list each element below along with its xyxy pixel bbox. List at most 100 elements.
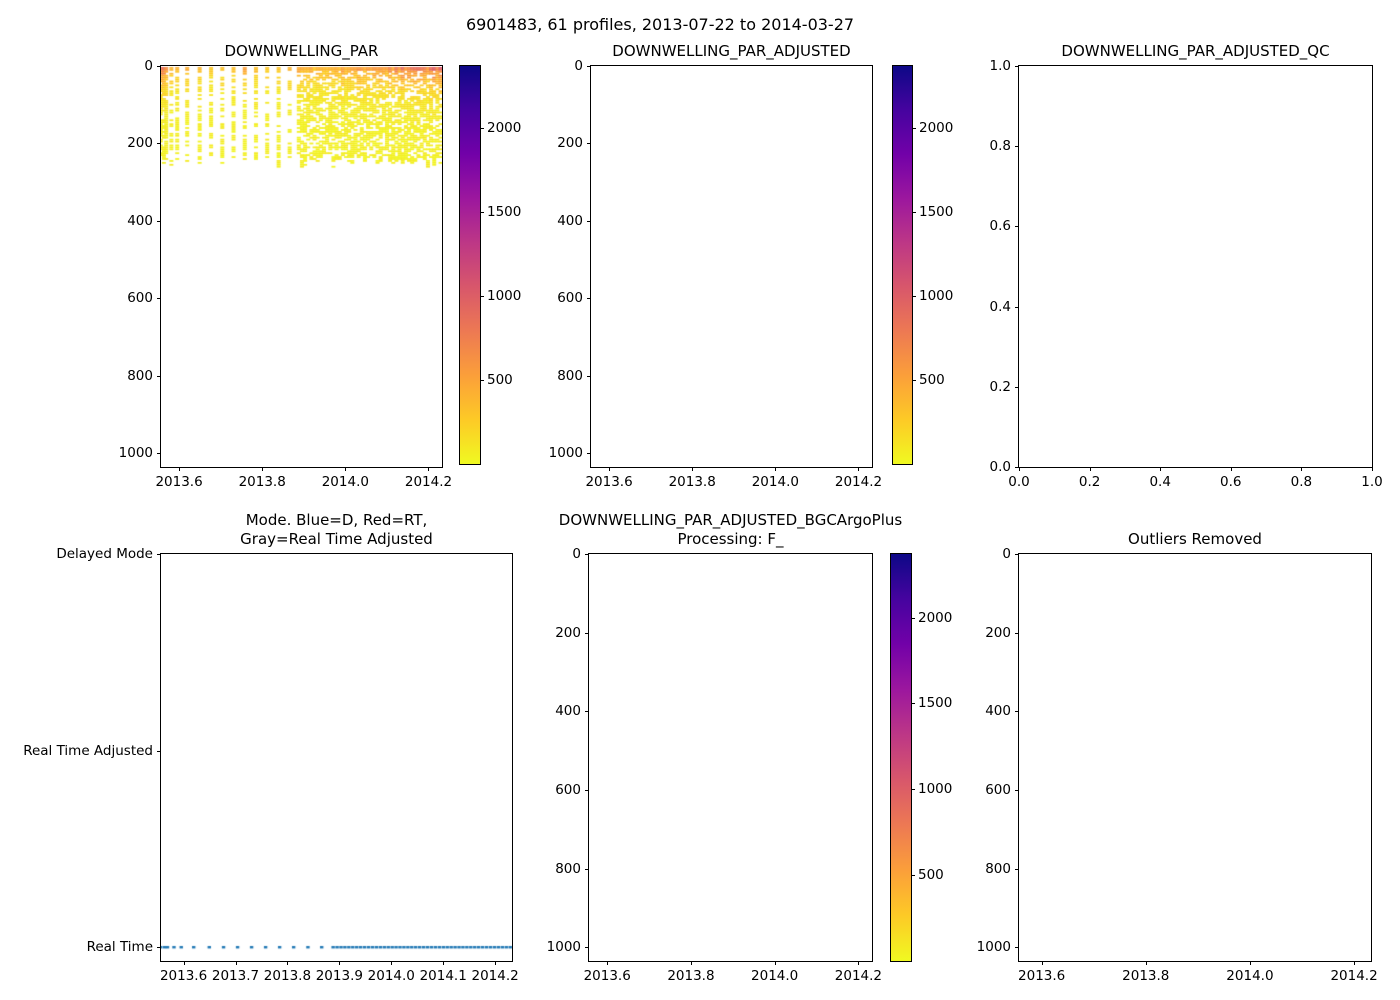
y-tick-label: 800 (985, 860, 1011, 877)
colorbar-tick-label: 1500 (918, 695, 953, 712)
colorbar-bgc-argo-plus-processing: 2000 1500 1000 500 (890, 553, 952, 962)
y-tick-label: 800 (557, 367, 583, 384)
colorbar-downwelling-par-adjusted: 2000 1500 1000 500 (892, 65, 953, 465)
subplot-title-outliers-removed: Outliers Removed (1128, 529, 1262, 548)
y-tick-label: 1000 (548, 445, 583, 462)
y-tick-label: 0.4 (989, 298, 1011, 315)
x-tick-mark (1354, 961, 1356, 965)
x-tick-label: 2014.0 (751, 968, 799, 984)
colorbar-tick-mark (911, 789, 915, 791)
colorbar-tick-label: 1500 (919, 204, 954, 221)
y-tick-label: 0.6 (989, 218, 1011, 235)
x-tick-label: 2014.1 (419, 968, 467, 984)
x-tick-mark (428, 467, 430, 471)
y-tick-mark (157, 66, 161, 67)
colorbar-gradient (891, 554, 911, 961)
y-tick-label: 1000 (118, 445, 153, 462)
x-tick-label: 2013.8 (238, 474, 286, 490)
subplot-outliers-removed: Outliers Removed 2013.6 2013.8 2014.0 2014.… (977, 530, 1378, 984)
x-tick-mark (858, 467, 860, 471)
colorbar-tick-label: 1000 (918, 781, 953, 798)
colorbar-tick-mark (480, 380, 484, 382)
y-tick-mark (1015, 467, 1019, 468)
colorbar-downwelling-par: 2000 1500 1000 500 (459, 65, 521, 465)
colorbar-tick-label: 2000 (919, 120, 954, 137)
y-tick-label: 600 (127, 290, 153, 307)
y-tick-label: 0 (144, 58, 153, 74)
y-tick-mark (587, 453, 591, 455)
x-tick-label: 2014.2 (404, 474, 453, 490)
y-tick-label: 0 (574, 58, 583, 74)
subplot-title-mode: Mode. Blue=D, Red=RT, Gray=Real Time Adj… (240, 510, 433, 548)
colorbar-tick-mark (480, 296, 484, 298)
x-tick-label: 2014.2 (834, 474, 883, 490)
x-tick-mark (858, 961, 860, 965)
y-tick-label: 400 (127, 212, 153, 229)
x-tick-mark (1301, 467, 1303, 471)
y-tick-label: 200 (555, 624, 581, 641)
y-tick-mark (587, 375, 591, 377)
x-tick-label: 0.8 (1290, 474, 1313, 490)
x-tick-mark (345, 467, 347, 471)
x-tick-mark (692, 467, 694, 471)
subplot-downwelling-par-adjusted: DOWNWELLING_PAR_ADJUSTED 2013.6 2013.8 201… (549, 42, 882, 490)
x-tick-label: 2013.8 (263, 968, 312, 984)
x-tick-label: 2014.2 (1330, 968, 1378, 984)
y-tick-label: 400 (557, 212, 583, 229)
subplot-title-downwelling-par: DOWNWELLING_PAR (224, 41, 379, 60)
y-tick-mark (585, 868, 589, 870)
x-tick-mark (609, 467, 611, 471)
colorbar-tick-label: 1500 (487, 204, 522, 221)
y-tick-mark (1015, 868, 1019, 870)
x-tick-label: 2013.8 (1122, 968, 1170, 984)
y-tick-mark (587, 298, 591, 300)
x-tick-label: 2014.0 (751, 474, 799, 490)
x-tick-mark (1041, 961, 1043, 965)
x-tick-label: 2014.0 (321, 474, 369, 490)
x-tick-mark (774, 961, 776, 965)
y-tick-mark (157, 554, 161, 555)
y-tick-mark (585, 554, 589, 555)
y-tick-mark (1015, 226, 1019, 228)
x-tick-label: 2013.6 (159, 968, 208, 984)
colorbar-tick-mark (480, 212, 484, 214)
y-tick-label: Real Time (86, 939, 153, 956)
y-tick-mark (1015, 306, 1019, 308)
x-tick-label: 0.4 (1149, 474, 1171, 490)
x-tick-label: 2013.7 (211, 968, 260, 984)
y-tick-mark (585, 947, 589, 949)
x-tick-mark (1089, 467, 1091, 471)
y-tick-mark (1015, 711, 1019, 713)
colorbar-tick-label: 500 (918, 867, 944, 884)
x-tick-label: 2013.8 (668, 474, 716, 490)
y-tick-mark (1015, 632, 1019, 634)
colorbar-tick-mark (911, 617, 915, 619)
y-tick-label: Real Time Adjusted (23, 742, 153, 759)
x-tick-mark (1160, 467, 1162, 471)
x-tick-mark (1019, 467, 1020, 471)
figure-title: 6901483, 61 profiles, 2013-07-22 to 2014… (465, 15, 855, 34)
x-tick-mark (1145, 961, 1147, 965)
subplot-downwelling-par-adjusted-qc: DOWNWELLING_PAR_ADJUSTED_QC 0.0 0.2 0.4 0.6… (990, 42, 1383, 490)
y-tick-label: 400 (555, 703, 581, 720)
y-tick-label: 0 (1002, 546, 1011, 562)
y-tick-label: 1000 (546, 939, 581, 956)
y-tick-mark (157, 750, 161, 752)
y-tick-mark (1015, 146, 1019, 148)
colorbar-gradient (460, 66, 480, 464)
y-tick-label: 800 (555, 860, 581, 877)
y-tick-label: 600 (555, 781, 581, 798)
y-tick-label: 800 (127, 367, 153, 384)
y-tick-label: 0.8 (989, 138, 1011, 155)
x-tick-mark (287, 961, 289, 965)
colorbar-gradient (893, 66, 912, 464)
colorbar-tick-label: 1000 (919, 288, 954, 305)
subplot-title-bgc-argo-plus-processing: DOWNWELLING_PAR_ADJUSTED_BGCArgoPlus Pro… (558, 510, 903, 548)
y-tick-mark (1015, 947, 1019, 949)
x-tick-label: 0.6 (1220, 474, 1242, 490)
y-tick-mark (157, 375, 161, 377)
x-tick-label: 2014.2 (471, 968, 519, 984)
x-tick-label: 2013.8 (667, 968, 715, 984)
subplot-mode: Mode. Blue=D, Red=RT, Gray=Real Time Adj… (23, 511, 519, 984)
